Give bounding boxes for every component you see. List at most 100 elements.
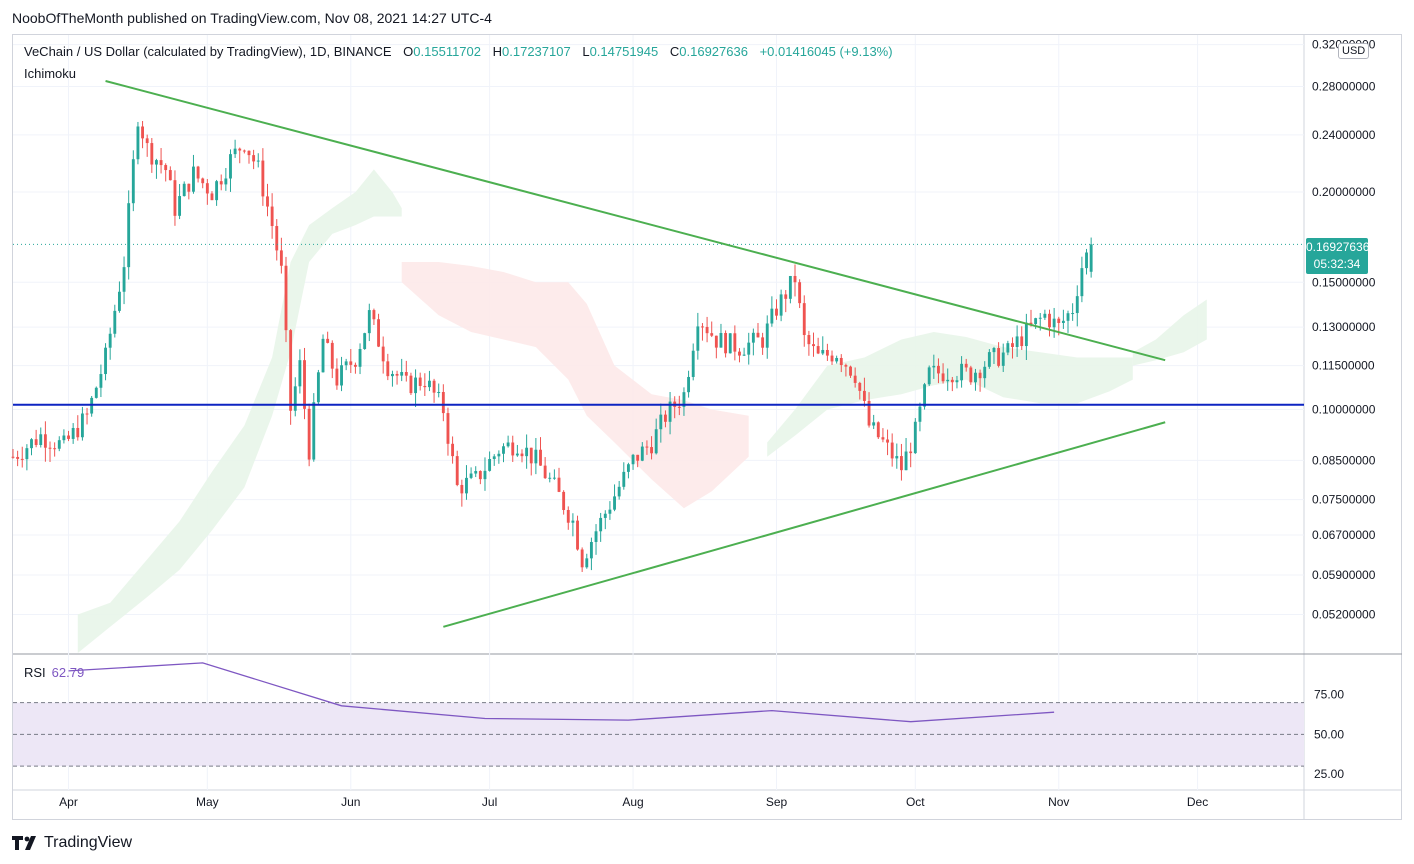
rsi-tick-label: 25.00 (1314, 767, 1344, 781)
price-tick-label: 0.08500000 (1312, 453, 1376, 467)
symbol-name: VeChain / US Dollar (calculated by Tradi… (24, 44, 392, 59)
candle-body (950, 379, 954, 383)
brand-footer[interactable]: TradingView (12, 834, 132, 852)
candle-body (932, 365, 936, 368)
candle-body (53, 448, 57, 450)
candle-body (668, 401, 672, 422)
candle-body (113, 310, 117, 334)
candle-body (57, 440, 61, 449)
high-label: H (492, 44, 503, 59)
candle-body (960, 363, 964, 381)
candle-body (252, 155, 256, 162)
candle-body (923, 384, 927, 407)
candle-body (215, 181, 219, 201)
candle-body (525, 447, 529, 457)
time-axis[interactable]: Apr May Jun Jul Aug Sep Oct Nov Dec (59, 795, 1208, 809)
candle-body (395, 373, 399, 376)
candle-body (469, 473, 473, 478)
candle-body (969, 367, 973, 383)
candle-body (67, 435, 70, 439)
candle-body (168, 170, 172, 181)
price-axis[interactable]: 0.320000000.280000000.240000000.20000000… (1312, 38, 1376, 622)
candle-body (270, 206, 274, 227)
candle-body (571, 520, 575, 523)
candle-body (34, 439, 38, 446)
open-value: 0.15511702 (413, 44, 481, 59)
trendlines[interactable] (13, 80, 1304, 628)
candle-body (159, 160, 163, 166)
ichimoku-label[interactable]: Ichimoku (24, 66, 77, 81)
time-tick-label: Jun (341, 795, 360, 809)
candle-body (390, 373, 394, 377)
price-tick-label: 0.05900000 (1312, 568, 1376, 582)
candle-body (520, 453, 524, 457)
candle-body (562, 491, 566, 510)
candle-body (298, 360, 302, 387)
candle-body (460, 484, 464, 494)
candle-body (779, 294, 783, 316)
candle-body (955, 380, 959, 383)
candle-body (16, 456, 20, 459)
lower-support-line (443, 421, 1166, 628)
candle-body (196, 166, 200, 179)
candle-body (224, 178, 228, 185)
candle-body (1015, 336, 1019, 347)
candle-body (705, 326, 709, 334)
candle-body (765, 323, 769, 348)
candle-body (899, 456, 903, 471)
candle-body (48, 447, 52, 449)
candle-body (844, 365, 848, 367)
candle-body (289, 330, 293, 411)
candle-body (192, 166, 195, 192)
candle-body (43, 434, 47, 448)
time-tick-label: Oct (906, 795, 925, 809)
candle-body (99, 374, 103, 388)
publish-line: NoobOfTheMonth published on TradingView.… (12, 10, 492, 26)
candle-body (802, 303, 806, 336)
candle-body (502, 446, 505, 454)
rsi-legend[interactable]: RSI 62.79 (24, 665, 84, 680)
cloud-bearish-1 (401, 262, 749, 509)
candle-body (645, 446, 649, 448)
candle-body (404, 372, 408, 376)
candle-body (636, 454, 640, 461)
candle-body (506, 442, 510, 447)
candle-body (835, 357, 839, 362)
candle-body (904, 451, 908, 471)
candle-body (293, 386, 297, 411)
candle-body (20, 458, 24, 460)
candles[interactable] (11, 120, 1093, 572)
candle-body (122, 267, 126, 292)
candle-body (1029, 322, 1033, 324)
candle-body (483, 470, 487, 480)
candle-body (210, 193, 214, 201)
candle-body (353, 364, 357, 367)
candle-body (890, 442, 894, 459)
candle-body (150, 143, 154, 165)
candle-body (626, 464, 630, 472)
candle-body (284, 265, 288, 331)
candle-body (1080, 268, 1084, 297)
candle-body (876, 422, 880, 438)
candle-body (724, 332, 728, 354)
candle-body (738, 351, 741, 356)
open-label: O (403, 44, 414, 59)
rsi-value: 62.79 (51, 665, 85, 680)
candle-body (825, 349, 829, 356)
candle-body (437, 392, 441, 394)
currency-badge[interactable]: USD (1338, 43, 1370, 59)
price-tick-label: 0.28000000 (1312, 80, 1376, 94)
candle-body (205, 183, 209, 194)
candle-body (312, 402, 316, 460)
candle-body (987, 352, 991, 367)
candle-body (1052, 318, 1056, 328)
candle-body (793, 275, 797, 283)
candle-body (696, 326, 700, 351)
candle-body (164, 165, 168, 171)
price-tick-label: 0.06700000 (1312, 528, 1376, 542)
candle-body (580, 549, 584, 568)
candle-body (418, 377, 422, 386)
candle-body (1006, 343, 1010, 353)
candle-body (497, 453, 501, 457)
